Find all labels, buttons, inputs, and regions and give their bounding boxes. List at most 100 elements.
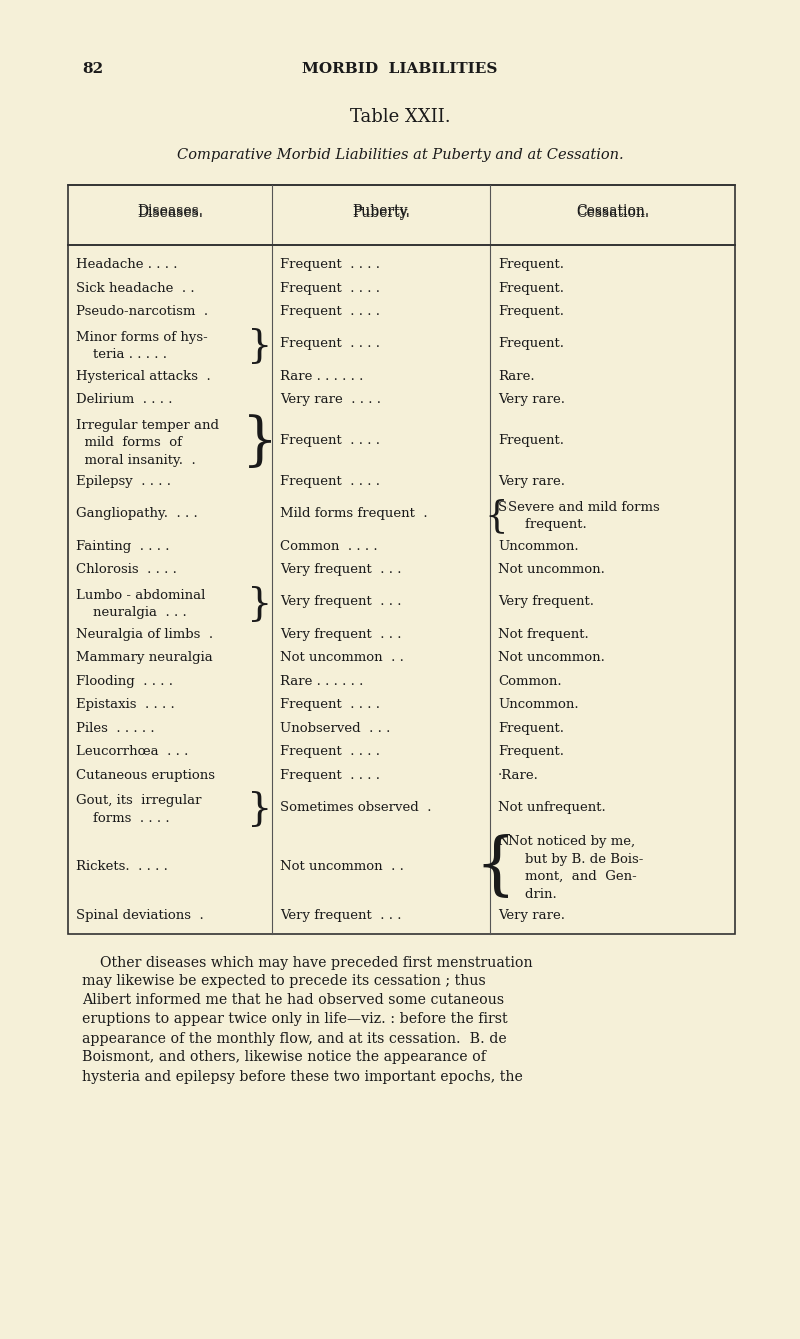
- Text: }: }: [247, 791, 273, 828]
- Text: Very rare  . . . .: Very rare . . . .: [280, 394, 381, 406]
- Text: Comparative Morbid Liabilities at Puberty and at Cessation.: Comparative Morbid Liabilities at Pubert…: [177, 149, 623, 162]
- Text: Puberty.: Puberty.: [352, 206, 410, 220]
- Text: neuralgia  . . .: neuralgia . . .: [76, 607, 186, 619]
- Text: eruptions to appear twice only in life—viz. : before the first: eruptions to appear twice only in life—v…: [82, 1012, 508, 1027]
- Text: Not uncommon.: Not uncommon.: [498, 564, 605, 576]
- Text: Very rare.: Very rare.: [498, 475, 565, 489]
- Text: mont,  and  Gen-: mont, and Gen-: [508, 870, 637, 884]
- Text: Delirium  . . . .: Delirium . . . .: [76, 394, 173, 406]
- Text: Cessation.: Cessation.: [576, 206, 649, 220]
- Text: Uncommon.: Uncommon.: [498, 698, 578, 711]
- Text: mild  forms  of: mild forms of: [76, 437, 182, 450]
- Text: Rare.: Rare.: [498, 370, 534, 383]
- Text: Frequent  . . . .: Frequent . . . .: [280, 337, 380, 351]
- Text: Sick headache  . .: Sick headache . .: [76, 281, 194, 295]
- Text: Lumbo - abdominal: Lumbo - abdominal: [76, 589, 206, 601]
- Text: teria . . . . .: teria . . . . .: [76, 348, 167, 362]
- Text: Frequent.: Frequent.: [498, 746, 564, 758]
- Text: frequent.: frequent.: [508, 518, 586, 532]
- Text: Alibert informed me that he had observed some cutaneous: Alibert informed me that he had observed…: [82, 994, 504, 1007]
- Text: Not noticed by me,: Not noticed by me,: [508, 836, 635, 848]
- Text: Rare . . . . . .: Rare . . . . . .: [280, 675, 363, 688]
- Text: Frequent  . . . .: Frequent . . . .: [280, 475, 380, 489]
- Text: Uncommon.: Uncommon.: [498, 540, 578, 553]
- Text: Frequent.: Frequent.: [498, 337, 564, 351]
- Text: Very frequent  . . .: Very frequent . . .: [280, 596, 402, 608]
- Text: drin.: drin.: [498, 888, 546, 901]
- Text: moral insanity.  .: moral insanity. .: [76, 454, 196, 467]
- Text: {: {: [474, 834, 518, 901]
- Text: Not unfrequent.: Not unfrequent.: [498, 801, 606, 814]
- Text: Gangliopathy.  . . .: Gangliopathy. . . .: [76, 507, 198, 521]
- Text: Minor forms of hys-: Minor forms of hys-: [76, 331, 208, 344]
- Text: Very frequent  . . .: Very frequent . . .: [280, 628, 402, 641]
- Text: Severe and mild forms: Severe and mild forms: [498, 501, 650, 514]
- Text: Fainting  . . . .: Fainting . . . .: [76, 540, 170, 553]
- Text: }: }: [247, 328, 273, 364]
- Text: Severe and mild forms: Severe and mild forms: [508, 501, 660, 514]
- Text: Very rare.: Very rare.: [498, 394, 565, 406]
- Text: Not frequent.: Not frequent.: [498, 628, 589, 641]
- Text: Irregular temper and: Irregular temper and: [76, 419, 219, 431]
- Text: Table XXII.: Table XXII.: [350, 108, 450, 126]
- Text: Piles  . . . . .: Piles . . . . .: [76, 722, 154, 735]
- Text: Very frequent.: Very frequent.: [498, 596, 594, 608]
- Text: Puberty.: Puberty.: [352, 204, 410, 218]
- Text: Unobserved  . . .: Unobserved . . .: [280, 722, 390, 735]
- Text: Not uncommon  . .: Not uncommon . .: [280, 651, 404, 664]
- Text: }: }: [247, 585, 273, 623]
- Text: Leucorrhœa  . . .: Leucorrhœa . . .: [76, 746, 188, 758]
- Text: Pseudo-narcotism  .: Pseudo-narcotism .: [76, 305, 208, 319]
- Text: Frequent.: Frequent.: [498, 434, 564, 447]
- Text: Frequent.: Frequent.: [498, 258, 564, 272]
- Text: Diseases.: Diseases.: [137, 206, 203, 220]
- Text: Very frequent  . . .: Very frequent . . .: [280, 564, 402, 576]
- Text: Frequent  . . . .: Frequent . . . .: [280, 281, 380, 295]
- Text: Diseases.: Diseases.: [137, 204, 203, 218]
- Text: Frequent  . . . .: Frequent . . . .: [280, 258, 380, 272]
- Text: but by B. de Bois-: but by B. de Bois-: [498, 853, 634, 866]
- Text: Frequent.: Frequent.: [498, 305, 564, 319]
- Text: Frequent  . . . .: Frequent . . . .: [280, 434, 380, 447]
- Text: Hysterical attacks  .: Hysterical attacks .: [76, 370, 210, 383]
- Text: Not noticed by me,: Not noticed by me,: [498, 836, 625, 848]
- Text: appearance of the monthly flow, and at its cessation.  B. de: appearance of the monthly flow, and at i…: [82, 1031, 506, 1046]
- Text: Cutaneous eruptions: Cutaneous eruptions: [76, 769, 215, 782]
- Text: Frequent  . . . .: Frequent . . . .: [280, 698, 380, 711]
- Text: Frequent.: Frequent.: [498, 722, 564, 735]
- Text: Rickets.  . . . .: Rickets. . . . .: [76, 860, 168, 873]
- Text: {: {: [484, 498, 508, 534]
- Text: Very frequent  . . .: Very frequent . . .: [280, 909, 402, 923]
- Text: Epilepsy  . . . .: Epilepsy . . . .: [76, 475, 171, 489]
- Text: Not uncommon  . .: Not uncommon . .: [280, 860, 404, 873]
- Text: Common  . . . .: Common . . . .: [280, 540, 378, 553]
- Text: }: }: [242, 415, 278, 471]
- Text: 82: 82: [82, 62, 103, 76]
- Text: Common.: Common.: [498, 675, 562, 688]
- Text: Frequent  . . . .: Frequent . . . .: [280, 769, 380, 782]
- Text: but by B. de Bois-: but by B. de Bois-: [508, 853, 643, 866]
- Text: Cessation.: Cessation.: [576, 204, 649, 218]
- Text: Gout, its  irregular: Gout, its irregular: [76, 794, 202, 807]
- Text: Frequent  . . . .: Frequent . . . .: [280, 305, 380, 319]
- Text: Other diseases which may have preceded first menstruation: Other diseases which may have preceded f…: [82, 956, 533, 969]
- Text: Mild forms frequent  .: Mild forms frequent .: [280, 507, 428, 521]
- Text: hysteria and epilepsy before these two important epochs, the: hysteria and epilepsy before these two i…: [82, 1070, 523, 1083]
- Text: Headache . . . .: Headache . . . .: [76, 258, 178, 272]
- Text: Epistaxis  . . . .: Epistaxis . . . .: [76, 698, 174, 711]
- Text: Frequent.: Frequent.: [498, 281, 564, 295]
- Text: MORBID  LIABILITIES: MORBID LIABILITIES: [302, 62, 498, 76]
- Text: Frequent  . . . .: Frequent . . . .: [280, 746, 380, 758]
- Text: Boismont, and others, likewise notice the appearance of: Boismont, and others, likewise notice th…: [82, 1051, 486, 1065]
- Text: forms  . . . .: forms . . . .: [76, 811, 170, 825]
- Text: Spinal deviations  .: Spinal deviations .: [76, 909, 204, 923]
- Text: frequent.: frequent.: [498, 518, 577, 532]
- Text: Neuralgia of limbs  .: Neuralgia of limbs .: [76, 628, 213, 641]
- Text: Chlorosis  . . . .: Chlorosis . . . .: [76, 564, 177, 576]
- Text: may likewise be expected to precede its cessation ; thus: may likewise be expected to precede its …: [82, 975, 486, 988]
- Text: drin.: drin.: [508, 888, 557, 901]
- Text: Flooding  . . . .: Flooding . . . .: [76, 675, 173, 688]
- Text: Sometimes observed  .: Sometimes observed .: [280, 801, 431, 814]
- Text: Not uncommon.: Not uncommon.: [498, 651, 605, 664]
- Bar: [68, 185, 735, 933]
